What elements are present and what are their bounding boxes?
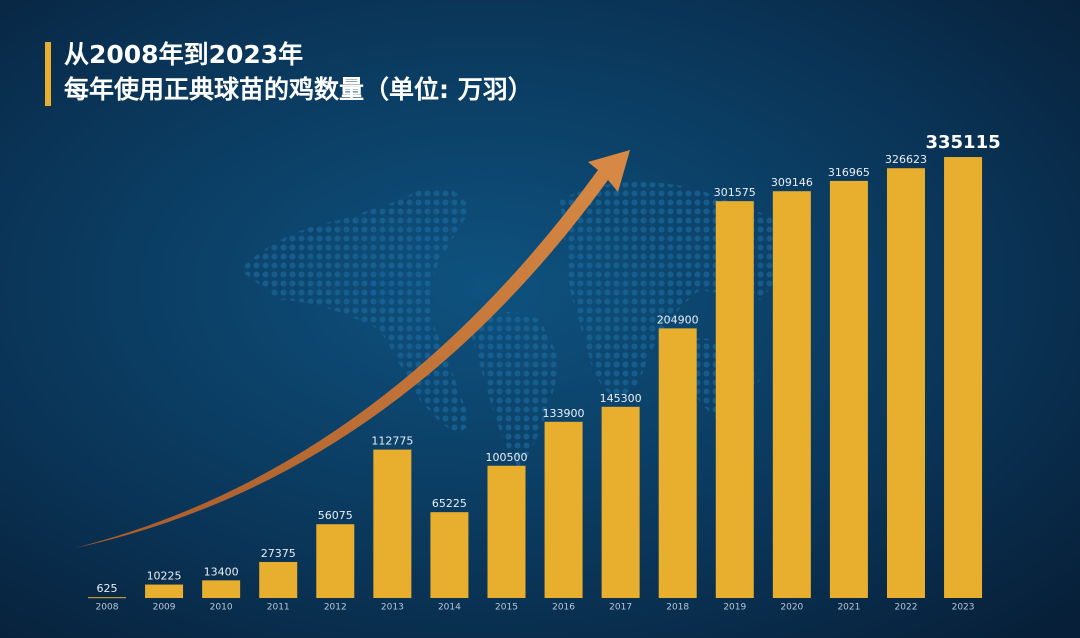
bar [430,512,469,598]
value-label: 56075 [318,509,353,522]
x-tick-label: 2018 [666,603,689,613]
bar [658,328,697,598]
bar [88,597,126,599]
x-tick-label: 2014 [438,603,461,613]
value-label: 13400 [204,565,239,578]
value-label: 309146 [771,176,813,189]
x-tick-label: 2016 [552,603,575,613]
bar [487,465,526,598]
x-tick-label: 2008 [96,603,119,613]
x-tick-label: 2021 [837,603,860,613]
x-tick-label: 2009 [153,603,176,613]
title-accent [45,42,51,106]
bar [373,449,412,598]
value-label: 27375 [261,547,296,560]
bar [601,406,640,598]
value-label: 133900 [543,407,585,420]
value-label: 145300 [600,392,642,405]
x-tick-label: 2019 [723,603,746,613]
value-label: 335115 [925,132,1000,153]
x-tick-label: 2022 [895,603,918,613]
value-label: 326623 [885,153,927,166]
x-tick-label: 2017 [609,603,632,613]
value-label: 65225 [432,497,467,510]
bar [886,168,925,598]
bar [259,561,298,598]
bar [715,201,754,598]
value-label: 625 [97,582,118,595]
value-label: 10225 [147,570,182,583]
bar [544,421,583,598]
x-tick-label: 2020 [780,603,803,613]
bar [145,584,184,598]
value-label: 112775 [371,435,413,448]
value-label: 204900 [657,313,699,326]
bar [316,524,355,598]
value-label: 316965 [828,166,870,179]
value-label: 301575 [714,186,756,199]
bar [829,180,868,598]
x-tick-label: 2013 [381,603,404,613]
x-tick-label: 2023 [952,603,975,613]
bar [772,191,811,598]
bar [202,580,241,598]
x-tick-label: 2010 [210,603,233,613]
x-tick-label: 2015 [495,603,518,613]
chart-title: 从2008年到2023年 [64,40,303,69]
chart-subtitle: 每年使用正典球苗的鸡数量（单位: 万羽） [64,75,533,104]
x-tick-label: 2011 [267,603,290,613]
value-label: 100500 [485,451,527,464]
bar [944,157,983,599]
x-tick-label: 2012 [324,603,347,613]
